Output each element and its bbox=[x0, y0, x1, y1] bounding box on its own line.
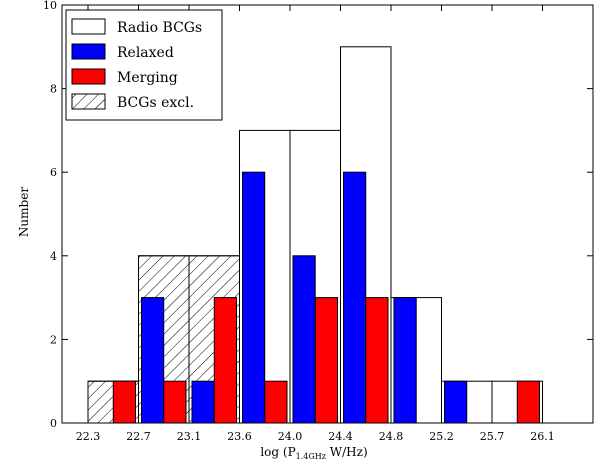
legend-label-0: Radio BCGs bbox=[117, 20, 202, 36]
y-tick-label: 10 bbox=[43, 0, 57, 12]
x-tick-label: 25.7 bbox=[480, 430, 505, 443]
y-tick-label: 4 bbox=[50, 250, 57, 263]
bar-relaxed-24.8 bbox=[393, 297, 417, 424]
bar-merging-22.7 bbox=[163, 380, 187, 424]
x-axis-label-sub: 1.4GHz bbox=[296, 452, 326, 461]
legend-label-2: Merging bbox=[117, 70, 178, 86]
y-tick-label: 6 bbox=[50, 166, 57, 179]
bar-relaxed-24 bbox=[292, 255, 316, 424]
x-tick-label: 22.3 bbox=[76, 430, 101, 443]
bar-relaxed-23.6 bbox=[242, 171, 266, 424]
bar-relaxed-25.2 bbox=[444, 380, 468, 424]
legend-swatch-2 bbox=[71, 68, 106, 85]
x-tick-label: 23.1 bbox=[177, 430, 202, 443]
y-axis-label: Number bbox=[17, 187, 31, 237]
legend-swatch-3 bbox=[71, 93, 106, 110]
y-tick-label: 2 bbox=[50, 333, 57, 346]
legend: Radio BCGs Relaxed Merging BCGs excl. bbox=[65, 9, 223, 121]
legend-label-3: BCGs excl. bbox=[117, 95, 194, 111]
legend-label-1: Relaxed bbox=[117, 45, 174, 61]
bar-merging-24.4 bbox=[365, 297, 389, 424]
x-tick-label: 24.4 bbox=[328, 430, 353, 443]
axis-ticks: 0 2 4 6 8 10 22.3 22.7 23.1 23.6 24.0 24.4 24.8 25.2 2… bbox=[43, 0, 593, 443]
x-axis-label-suffix: W/Hz) bbox=[326, 445, 368, 459]
plot-frame bbox=[61, 4, 594, 424]
x-tick-label: 25.2 bbox=[429, 430, 454, 443]
x-axis-label-main: log (P bbox=[260, 445, 295, 459]
x-tick-label: 22.7 bbox=[126, 430, 151, 443]
legend-swatch-1 bbox=[71, 43, 106, 60]
bars-layer bbox=[87, 46, 543, 424]
bar-relaxed-23.1 bbox=[191, 380, 215, 424]
y-tick-label: 8 bbox=[50, 83, 57, 96]
x-tick-label: 24.8 bbox=[379, 430, 404, 443]
bar-merging-22.3 bbox=[112, 380, 136, 424]
bar-relaxed-22.7 bbox=[141, 297, 165, 424]
x-tick-label: 26.1 bbox=[530, 430, 555, 443]
x-tick-label: 23.6 bbox=[227, 430, 252, 443]
bar-merging-23.6 bbox=[264, 380, 288, 424]
bar-merging-24 bbox=[314, 297, 338, 424]
legend-swatch-0 bbox=[71, 18, 106, 35]
bar-relaxed-24.4 bbox=[343, 171, 367, 424]
y-tick-label: 0 bbox=[50, 417, 57, 430]
bar-merging-25.7 bbox=[516, 380, 541, 424]
x-tick-label: 24.0 bbox=[278, 430, 303, 443]
x-axis-label: log (P1.4GHz W/Hz) bbox=[260, 445, 367, 461]
bar-merging-23.1 bbox=[213, 297, 237, 424]
